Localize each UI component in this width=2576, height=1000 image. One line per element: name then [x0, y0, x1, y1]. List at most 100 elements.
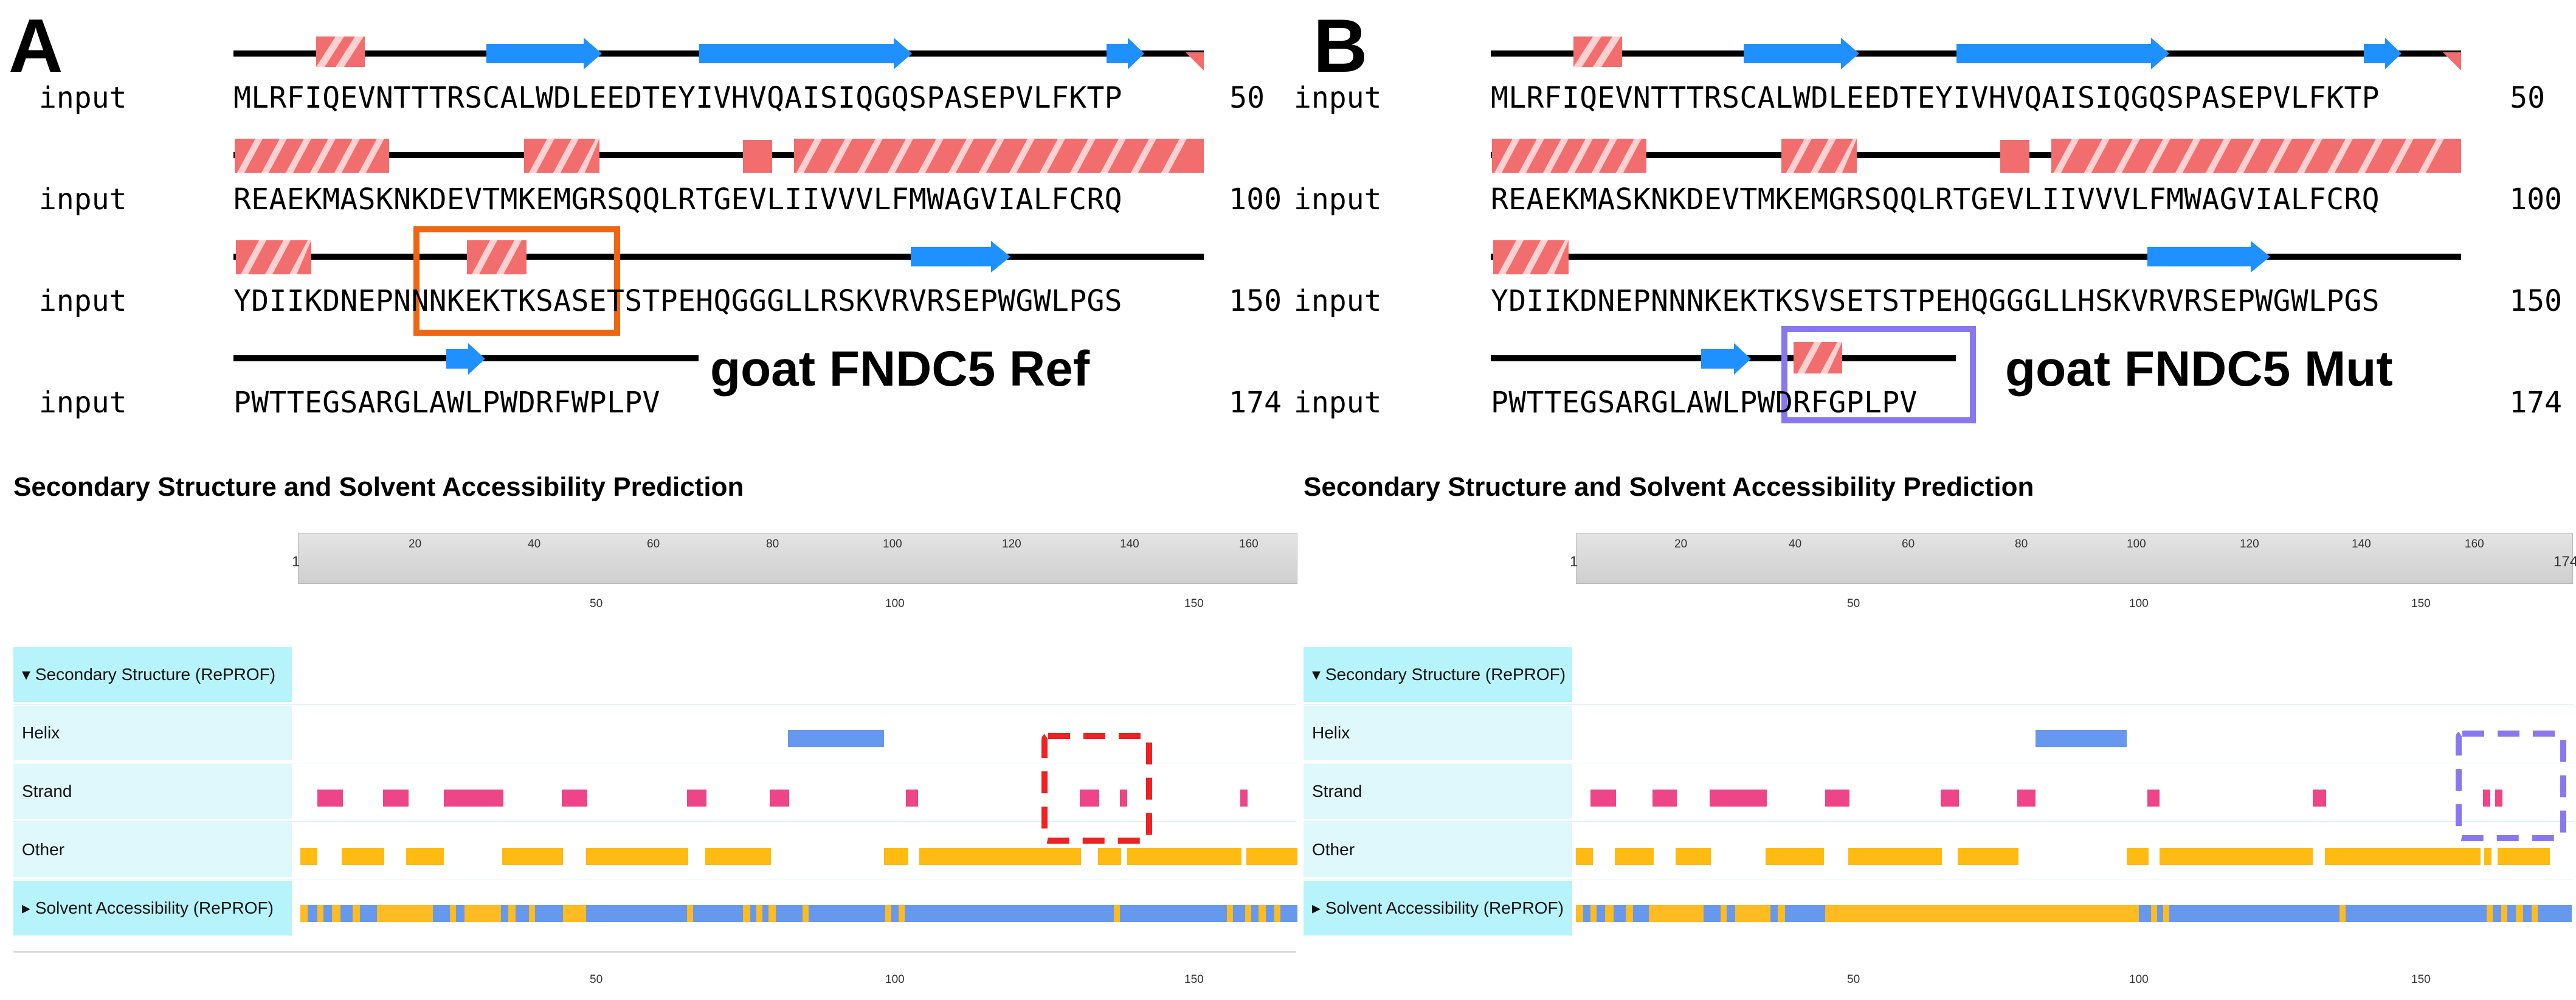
seq-row-label: input [39, 182, 127, 217]
row-divider [13, 821, 1296, 822]
strand-bar [1710, 790, 1767, 807]
helix-glyph [2000, 140, 2029, 173]
seq-row-label: input [39, 81, 127, 115]
mut-highlight-box [1781, 326, 1976, 423]
strand-bar [906, 790, 918, 807]
row-divider [1304, 704, 2574, 705]
other-bar [1958, 848, 2018, 865]
row-divider [13, 704, 1296, 705]
seq-row-text: YDIIKDNEPNNNKEKTKSASETSTPEHQGGGLLRSKVRVR… [233, 284, 1122, 318]
bottom-axis-tick: 50 [1847, 973, 1860, 986]
strand-bar [770, 790, 789, 807]
strand-arrow [1701, 343, 1751, 375]
ruler-tick: 40 [1789, 538, 1802, 550]
section-title: Secondary Structure and Solvent Accessib… [1304, 472, 2034, 502]
seq-row-end: 50 [2510, 81, 2545, 115]
ss-track-row-3 [1491, 254, 2461, 260]
strand-bar [444, 790, 503, 807]
ruler-tick: 100 [883, 538, 902, 550]
track-head-label: Secondary Structure (RePROF) [35, 665, 276, 684]
track-head-secondary[interactable]: ▾ Secondary Structure (RePROF) [13, 647, 292, 702]
track-head-secondary[interactable]: ▾ Secondary Structure (RePROF) [1304, 647, 1572, 702]
strand-arrow [446, 343, 485, 375]
section-title: Secondary Structure and Solvent Accessib… [13, 472, 744, 502]
ss-track-row-2 [1491, 152, 2461, 158]
other-bar [502, 848, 563, 865]
other-bar [342, 848, 384, 865]
ruler-tick: 80 [2015, 538, 2028, 550]
track-head-label: Secondary Structure (RePROF) [1325, 665, 1566, 684]
bottom-axis-tick: 50 [590, 973, 603, 986]
ruler-tick: 1 [1570, 554, 1578, 570]
ruler-tick: 120 [2240, 538, 2259, 550]
strand-bar [2495, 790, 2502, 807]
strand-bar [1120, 790, 1127, 807]
ruler-tick: 60 [647, 538, 660, 550]
strand-bar [317, 790, 343, 807]
track-bars [1576, 730, 2572, 922]
track-bars [300, 730, 1297, 922]
other-bar [1766, 848, 1824, 865]
ruler-tick: 140 [1120, 538, 1139, 550]
other-bar [2160, 848, 2313, 865]
strand-bar [562, 790, 587, 807]
ruler-tick: 20 [409, 538, 422, 550]
strand-arrow [486, 38, 602, 69]
seq-row-text: REAEKMASKNKDEVTMKEMGRSQQLRTGEVLIIVVVLFMW… [233, 182, 1122, 217]
position-ruler [298, 533, 1297, 584]
strand-arrow [911, 241, 1010, 273]
ss-track-row-3 [233, 254, 1204, 260]
strand-bar [1941, 790, 1959, 807]
strand-arrow [1744, 38, 1859, 69]
ss-track-row-2 [233, 152, 1204, 158]
panel-title: goat FNDC5 Ref [710, 341, 1090, 397]
row-divider [1304, 821, 2574, 822]
ss-glyph-layer [235, 36, 1204, 375]
ruler-sub-tick: 100 [2129, 597, 2149, 610]
seq-row-label: input [39, 386, 127, 420]
strand-bar [2147, 790, 2160, 807]
bottom-axis-line [13, 951, 1296, 953]
strand-bar [1080, 790, 1099, 807]
ruler-sub-tick: 50 [590, 597, 603, 610]
strand-bar [687, 790, 706, 807]
seq-row-end: 100 [2509, 182, 2562, 217]
track-label-strand: Strand [13, 764, 292, 819]
other-bar [1615, 848, 1654, 865]
panel-letter: A [9, 4, 63, 88]
track-head-solvent[interactable]: ▸ Solvent Accessibility (RePROF) [1304, 881, 1572, 936]
seq-row-text: MLRFIQEVNTTTRSCALWDLEEDTEYIVHVQAISIQGQSP… [1491, 81, 2380, 115]
strand-arrow [1107, 38, 1144, 69]
other-bar [2127, 848, 2149, 865]
other-bar [1246, 848, 1297, 865]
seq-row-label: input [39, 284, 127, 318]
position-ruler [1576, 533, 2573, 584]
ruler-sub-tick: 150 [1184, 597, 1204, 610]
mut-dashed-highlight [2456, 731, 2566, 841]
panel-a: A input MLRFIQ [9, 4, 1297, 936]
panel-title: goat FNDC5 Mut [2005, 341, 2393, 397]
ss-glyph-layer [1492, 36, 2461, 375]
ruler-tick: 1 [292, 554, 300, 570]
other-bar [705, 848, 771, 865]
ruler-tick: 160 [2465, 538, 2484, 550]
helix-bar [788, 730, 884, 747]
ruler-tick: 120 [1002, 538, 1021, 550]
helix-bar [2036, 730, 2127, 747]
ruler-tick: 20 [1674, 538, 1688, 550]
track-label-strand: Strand [1304, 764, 1572, 819]
track-head-solvent[interactable]: ▸ Solvent Accessibility (RePROF) [13, 881, 292, 936]
ruler-tick: 40 [528, 538, 541, 550]
other-bar [1098, 848, 1121, 865]
other-bar [2325, 848, 2481, 865]
seq-row-text: MLRFIQEVNTTTRSCALWDLEEDTEYIVHVQAISIQGQSP… [233, 81, 1122, 115]
seq-row-text: YDIIKDNEPNNNKEKTKSVSETSTPEHQGGGLLHSKVRVR… [1491, 284, 2380, 318]
helix-glyph [2443, 52, 2461, 71]
strand-bar [1652, 790, 1677, 807]
ruler-tick: 60 [1902, 538, 1915, 550]
bottom-axis-tick: 100 [885, 973, 905, 986]
strand-bar [383, 790, 409, 807]
other-bar [1127, 848, 1241, 865]
ruler-tick: 160 [1239, 538, 1259, 550]
other-bar [2498, 848, 2550, 865]
